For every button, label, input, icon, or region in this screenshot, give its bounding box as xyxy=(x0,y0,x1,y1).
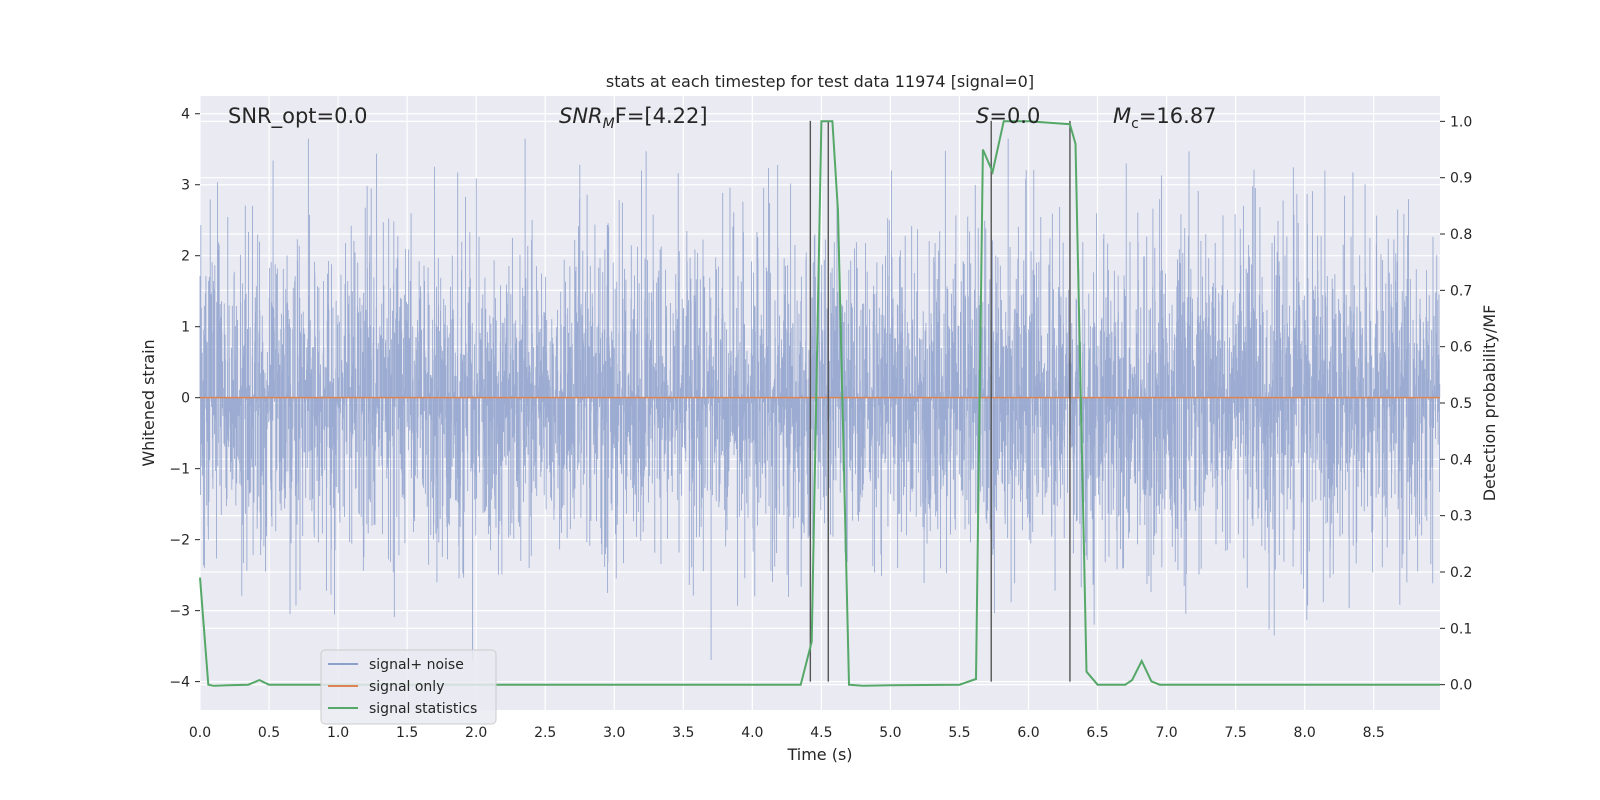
x-tick-label-0: 0.0 xyxy=(189,725,211,741)
x-tick-label-6: 3.0 xyxy=(603,725,625,741)
x-tick-label-8: 4.0 xyxy=(741,725,763,741)
y2-tick-label-2: 0.2 xyxy=(1450,565,1472,581)
x-tick-label-1: 0.5 xyxy=(258,725,280,741)
y2-tick-label-3: 0.3 xyxy=(1450,509,1472,525)
x-tick-label-10: 5.0 xyxy=(879,725,901,741)
x-tick-label-12: 6.0 xyxy=(1017,725,1039,741)
y2-ticks: 0.0 0.1 0.2 0.3 0.4 0.5 0.6 0.7 0.8 0.9 1.0 xyxy=(1440,114,1472,694)
y-tick-label-1: −3 xyxy=(169,604,190,620)
y-tick-label-3: −1 xyxy=(169,462,190,478)
annotation-mc: Mc=16.87 xyxy=(1113,104,1217,132)
x-tick-label-13: 6.5 xyxy=(1086,725,1108,741)
y2-tick-label-7: 0.7 xyxy=(1450,283,1472,299)
y2-tick-label-8: 0.8 xyxy=(1450,227,1472,243)
y2-tick-label-0: 0.0 xyxy=(1450,678,1472,694)
y2-tick-label-6: 0.6 xyxy=(1450,340,1472,356)
x-tick-label-16: 8.0 xyxy=(1294,725,1316,741)
y2-tick-label-5: 0.5 xyxy=(1450,396,1472,412)
legend: signal+ noise signal only signal statist… xyxy=(320,649,497,725)
x-tick-label-4: 2.0 xyxy=(465,725,487,741)
legend-label-stats: signal statistics xyxy=(369,701,477,717)
noise-series xyxy=(199,138,1441,661)
x-tick-label-14: 7.0 xyxy=(1155,725,1177,741)
grid xyxy=(199,96,1440,710)
annotation-snr-mf: SNRMF=[4.22] xyxy=(559,104,708,132)
x-ticks: 0.0 0.5 1.0 1.5 2.0 2.5 3.0 3.5 4.0 4.5 5.0 5.5 6.0 6… xyxy=(189,725,1385,741)
y2-tick-label-10: 1.0 xyxy=(1450,114,1472,130)
chart-title: stats at each timestep for test data 119… xyxy=(606,72,1034,91)
legend-box xyxy=(320,649,497,725)
annotation-snr-opt: SNR_opt=0.0 xyxy=(228,104,368,129)
y-axis-label: Whitened strain xyxy=(139,339,158,466)
annotation-s: S=0.0 xyxy=(976,104,1040,128)
y2-axis-label: Detection probability/MF xyxy=(1480,305,1499,502)
y2-tick-label-9: 0.9 xyxy=(1450,171,1472,187)
x-tick-label-11: 5.5 xyxy=(948,725,970,741)
legend-label-signal: signal only xyxy=(369,679,444,695)
signal-statistics-line xyxy=(199,120,1440,687)
noise-trace xyxy=(199,138,1441,661)
x-tick-label-5: 2.5 xyxy=(534,725,556,741)
y-ticks: −4 −3 −2 −1 0 1 2 3 4 xyxy=(169,107,200,691)
y-tick-label-0: −4 xyxy=(169,675,190,691)
y-tick-label-5: 1 xyxy=(181,320,190,336)
x-tick-label-3: 1.5 xyxy=(396,725,418,741)
x-tick-label-2: 1.0 xyxy=(327,725,349,741)
x-axis-label: Time (s) xyxy=(786,745,852,764)
y2-tick-label-1: 0.1 xyxy=(1450,621,1472,637)
y-tick-label-2: −2 xyxy=(169,533,190,549)
vertical-markers xyxy=(809,120,1071,682)
x-tick-label-7: 3.5 xyxy=(672,725,694,741)
y-tick-label-8: 4 xyxy=(181,107,190,123)
x-tick-label-17: 8.5 xyxy=(1363,725,1385,741)
y-tick-label-6: 2 xyxy=(181,249,190,265)
y-tick-label-4: 0 xyxy=(181,391,190,407)
y2-tick-label-4: 0.4 xyxy=(1450,452,1472,468)
x-tick-label-9: 4.5 xyxy=(810,725,832,741)
x-tick-label-15: 7.5 xyxy=(1225,725,1247,741)
legend-label-noise: signal+ noise xyxy=(369,657,464,673)
y-tick-label-7: 3 xyxy=(181,178,190,194)
